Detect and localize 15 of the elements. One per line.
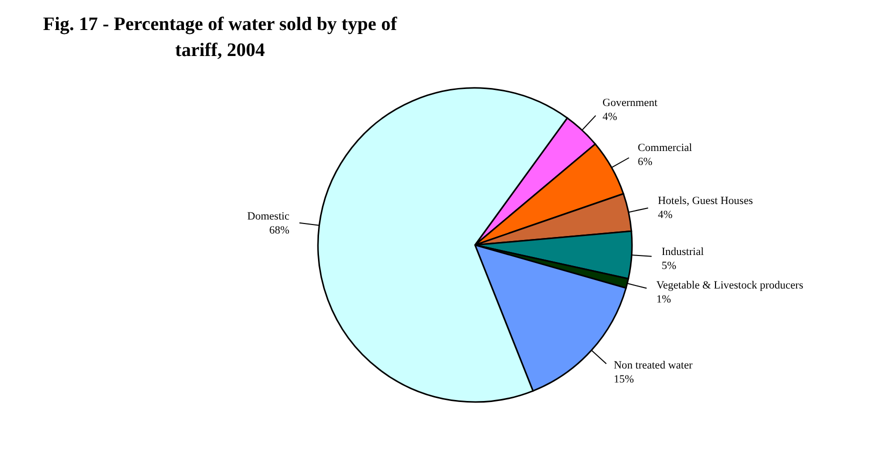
slice-label: Commercial: [638, 142, 692, 154]
data-label: 4%: [658, 208, 673, 221]
slice-label: Domestic: [247, 210, 290, 223]
data-label: 68%: [269, 224, 290, 237]
data-label: 15%: [614, 373, 634, 386]
slice-label: Industrial: [662, 246, 704, 258]
slice-label: Non treated water: [614, 359, 693, 372]
slice-label: Government: [602, 97, 658, 110]
data-label: 6%: [638, 156, 652, 168]
data-label: 5%: [662, 260, 676, 272]
data-label: 4%: [602, 111, 618, 124]
slice-label: Hotels, Guest Houses: [658, 194, 753, 207]
chart-title: Fig. 17 - Percentage of water sold by type of tariff, 2004: [42, 13, 398, 63]
slice-label: Vegetable & Livestock producers: [656, 280, 804, 292]
data-label: 1%: [656, 294, 671, 306]
